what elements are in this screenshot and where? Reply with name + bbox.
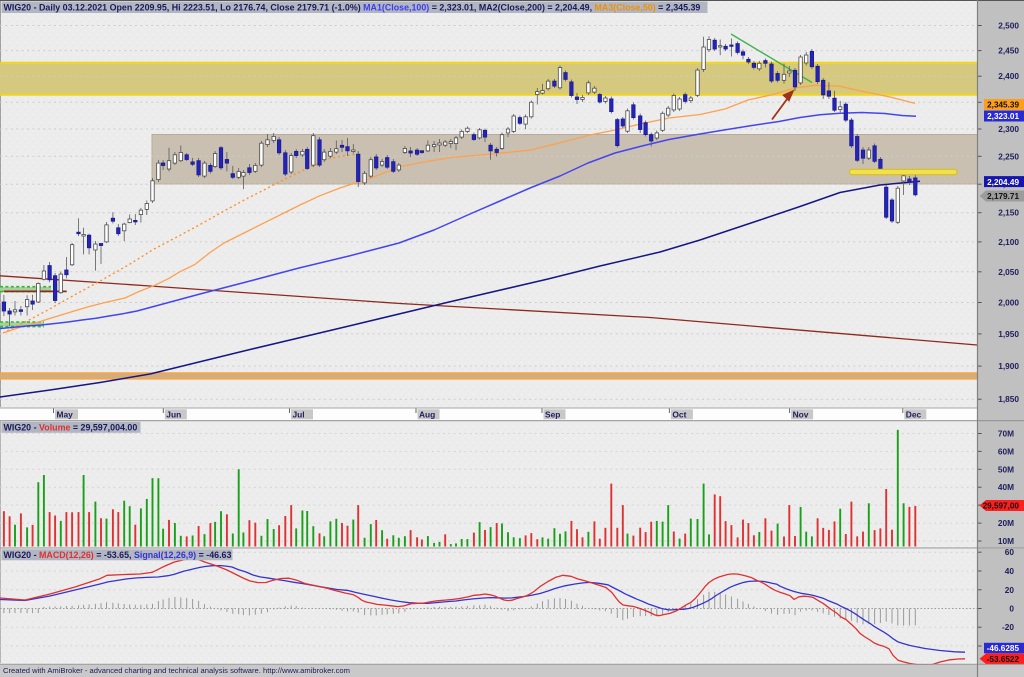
svg-text:0: 0 — [1009, 604, 1014, 614]
svg-text:Aug: Aug — [419, 410, 435, 420]
svg-text:60: 60 — [1005, 547, 1015, 557]
svg-text:2,323.01: 2,323.01 — [987, 112, 1019, 121]
svg-text:2,179.71: 2,179.71 — [987, 192, 1019, 201]
svg-text:Jun: Jun — [166, 410, 181, 420]
svg-text:-46.6285: -46.6285 — [987, 644, 1020, 653]
svg-text:2,300: 2,300 — [998, 124, 1019, 134]
svg-text:2,450: 2,450 — [998, 46, 1019, 56]
svg-text:20M: 20M — [998, 518, 1014, 528]
svg-text:60M: 60M — [998, 446, 1014, 456]
svg-text:40: 40 — [1005, 566, 1015, 576]
svg-text:20: 20 — [1005, 585, 1015, 595]
svg-text:1,900: 1,900 — [998, 361, 1019, 371]
svg-text:2,150: 2,150 — [998, 208, 1019, 218]
svg-text:2,250: 2,250 — [998, 151, 1019, 161]
svg-text:2,500: 2,500 — [998, 21, 1019, 31]
svg-text:WIG20 - Volume = 29,597,004.00: WIG20 - Volume = 29,597,004.00 — [4, 423, 138, 433]
svg-text:1,850: 1,850 — [998, 394, 1019, 404]
svg-text:Oct: Oct — [672, 410, 686, 420]
svg-text:Created with AmiBroker - advan: Created with AmiBroker - advanced charti… — [3, 666, 350, 675]
svg-text:40M: 40M — [998, 482, 1014, 492]
svg-text:10M: 10M — [998, 536, 1014, 546]
svg-text:Dec: Dec — [906, 410, 922, 420]
svg-text:WIG20 - Daily 03.12.2021 Open: WIG20 - Daily 03.12.2021 Open 2209.95, H… — [4, 3, 701, 13]
svg-text:Nov: Nov — [793, 410, 809, 420]
svg-text:2,345.39: 2,345.39 — [987, 101, 1019, 110]
svg-text:2,100: 2,100 — [998, 237, 1019, 247]
svg-text:WIG20 - MACD(12,26) = -53.65,: WIG20 - MACD(12,26) = -53.65, Signal(12,… — [4, 550, 232, 560]
svg-text:2,050: 2,050 — [998, 267, 1019, 277]
svg-text:2,204.49: 2,204.49 — [987, 178, 1019, 187]
svg-text:-20: -20 — [1002, 622, 1014, 632]
svg-text:-53.6522: -53.6522 — [987, 655, 1020, 664]
svg-text:1,950: 1,950 — [998, 329, 1019, 339]
svg-text:Jul: Jul — [293, 410, 305, 420]
svg-text:May: May — [57, 410, 74, 420]
svg-text:2,000: 2,000 — [998, 298, 1019, 308]
svg-text:2,400: 2,400 — [998, 71, 1019, 81]
svg-text:29,597,00: 29,597,00 — [983, 502, 1020, 511]
svg-text:70M: 70M — [998, 429, 1014, 439]
svg-text:50M: 50M — [998, 464, 1014, 474]
svg-text:Sep: Sep — [545, 410, 560, 420]
